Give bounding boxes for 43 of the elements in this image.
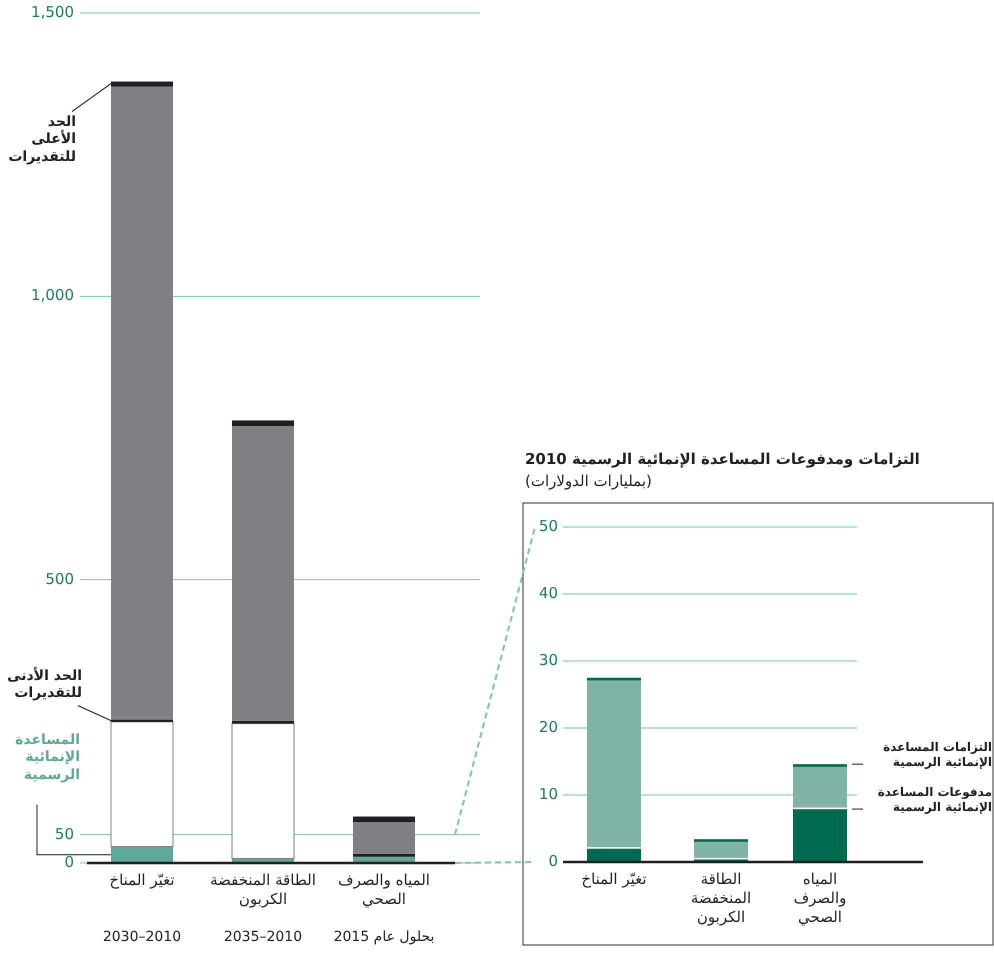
text: 2035–2010 <box>222 929 304 946</box>
y-tick-label: 50 <box>538 517 558 536</box>
bar <box>111 846 173 863</box>
bar <box>111 82 173 87</box>
bar <box>232 420 294 426</box>
bar <box>587 848 641 862</box>
chart-title: التزامات ومدفوعات المساعدة الإنمائية الرسمية 2010 <box>525 450 920 469</box>
x-tick-label: تغيّر المناخ <box>108 871 176 890</box>
bar <box>587 678 641 680</box>
bar <box>793 764 847 767</box>
bar <box>353 854 415 857</box>
bar <box>793 766 847 810</box>
text: التزامات المساعدة الإنمائية الرسمية <box>882 740 992 770</box>
text: الحد الأعلى للتقديرات <box>7 114 76 166</box>
x-tick-label: الطاقة المنخفضة الكربون <box>690 870 752 926</box>
bar <box>353 822 415 854</box>
x-tick-label: المياه والصرف الصحي <box>337 871 431 908</box>
bar <box>111 86 173 720</box>
y-tick-label: 1,000 <box>30 286 74 306</box>
chart-subtitle: (بمليارات الدولارات) <box>525 472 652 491</box>
y-tick-label: 0 <box>63 853 74 872</box>
y-tick-label: 30 <box>538 651 558 670</box>
y-tick-label: 1,500 <box>30 3 74 22</box>
y-tick-label: 50 <box>54 824 74 844</box>
x-tick-label: المياه والصرف الصحي <box>792 870 848 926</box>
y-tick-label: 10 <box>538 785 558 804</box>
bar <box>232 426 294 721</box>
y-tick-label: 20 <box>538 718 558 737</box>
text: 2030–2010 <box>102 929 182 946</box>
bar <box>793 809 847 862</box>
text: مدفوعات المساعدة الإنمائية الرسمية <box>876 785 992 816</box>
x-tick-label: تغيّر المناخ <box>580 870 648 889</box>
bar <box>353 816 415 822</box>
y-tick-label: 0 <box>547 852 558 871</box>
text: المساعدة الإنمائية الرسمية <box>14 732 80 784</box>
x-tick-label: الطاقة المنخفضة الكربون <box>209 871 317 908</box>
text: الحد الأدنى للتقديرات <box>6 668 82 703</box>
y-tick-label: 40 <box>538 584 558 603</box>
bar <box>110 721 174 848</box>
text: بحلول عام 2015 <box>332 929 436 946</box>
bar <box>587 680 641 849</box>
y-tick-label: 500 <box>44 570 74 588</box>
bar <box>232 723 294 859</box>
